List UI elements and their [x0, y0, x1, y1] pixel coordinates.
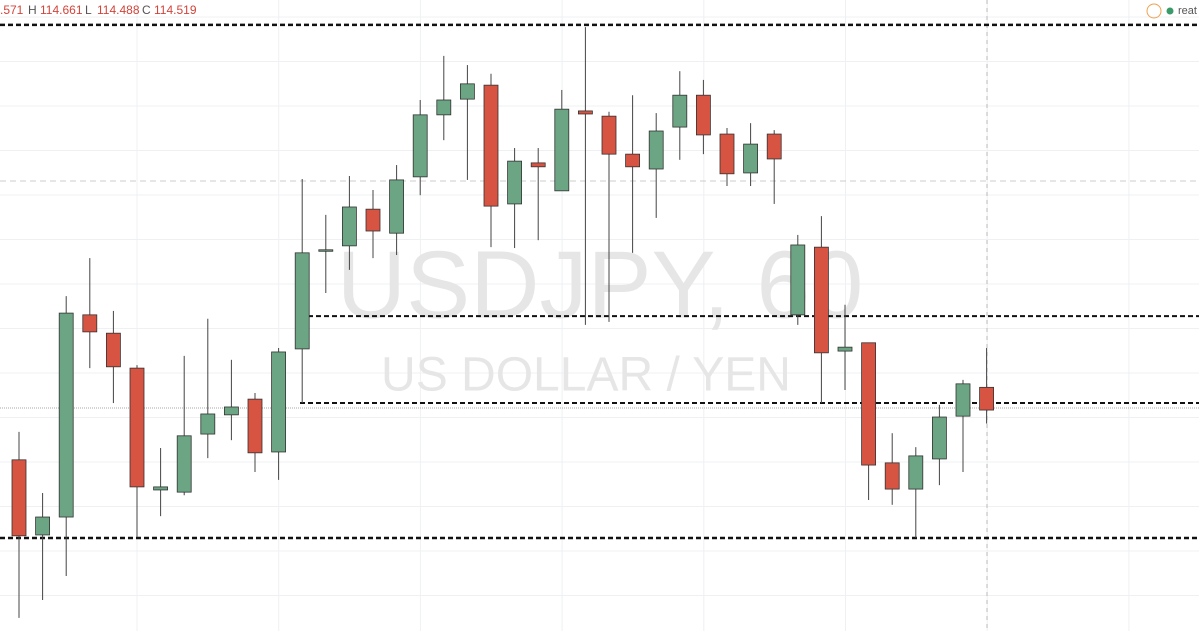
candle-body: [82, 314, 98, 333]
candle-body: [35, 516, 50, 536]
header-low-label: L: [85, 3, 92, 17]
candle-body: [483, 84, 499, 207]
candle-body: [719, 133, 735, 175]
candle-body: [814, 246, 829, 354]
candle-body: [932, 416, 947, 460]
candle-body: [979, 386, 994, 411]
candle-body: [837, 346, 853, 352]
candle-body: [696, 94, 711, 136]
header-open: .571: [0, 3, 24, 17]
candle-body: [58, 312, 74, 518]
candle-body: [766, 133, 782, 160]
candle-body: [11, 459, 27, 537]
status-dot: [1166, 7, 1174, 15]
candle-body: [247, 398, 263, 454]
candle-body: [601, 115, 617, 155]
header-low: 114.488: [97, 3, 140, 17]
candle-body: [271, 351, 287, 453]
candle-body: [436, 99, 452, 116]
candle-body: [153, 486, 169, 491]
candle-body: [790, 244, 806, 316]
candle-body: [223, 406, 239, 416]
candle-body: [530, 162, 546, 168]
candle-body: [129, 367, 145, 488]
candle-body: [672, 94, 688, 128]
candle-body: [955, 383, 971, 417]
watermark-title: USDJPY, 60: [337, 231, 864, 338]
candle-body: [294, 252, 310, 350]
candle-body: [861, 342, 876, 466]
header-close-label: C: [142, 3, 151, 17]
candle-body: [507, 160, 523, 205]
candle-body: [908, 455, 924, 490]
header-high: 114.661: [40, 3, 83, 17]
candle-body: [412, 114, 428, 178]
watermark-subtitle: US DOLLAR / YEN: [381, 349, 791, 402]
candle-body: [884, 462, 900, 490]
candle-body: [341, 206, 357, 247]
candle-body: [106, 332, 121, 368]
candle-body: [176, 435, 192, 493]
candle-body: [554, 108, 570, 192]
header-close: 114.519: [154, 3, 197, 17]
warning-icon[interactable]: [1146, 3, 1162, 19]
candle-body: [459, 83, 475, 100]
candle-body: [365, 208, 381, 232]
candle-body: [200, 413, 216, 435]
candle-body: [648, 130, 664, 170]
candle-body: [389, 179, 405, 234]
header-high-label: H: [28, 3, 37, 17]
candle-body: [318, 249, 334, 252]
candle-body: [743, 143, 758, 174]
candle-body: [578, 110, 593, 115]
candle-body: [625, 153, 640, 168]
status-text: reat: [1178, 5, 1197, 17]
